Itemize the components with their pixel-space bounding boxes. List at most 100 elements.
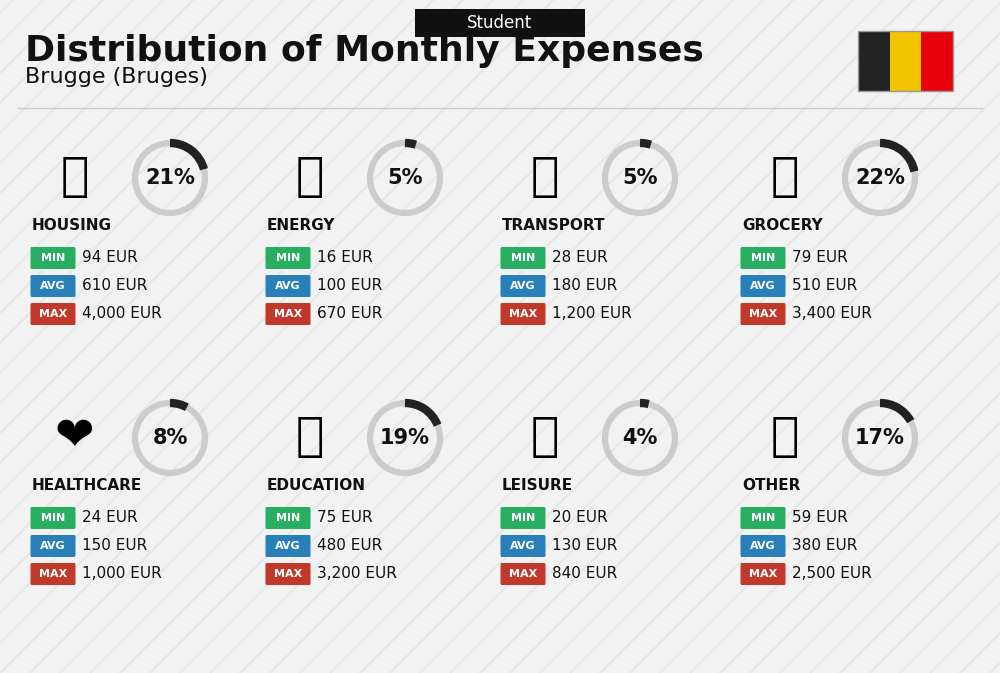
FancyBboxPatch shape — [740, 303, 786, 325]
Text: 610 EUR: 610 EUR — [82, 279, 147, 293]
FancyBboxPatch shape — [30, 563, 76, 585]
Text: MAX: MAX — [509, 569, 537, 579]
Text: AVG: AVG — [275, 281, 301, 291]
Text: 3,400 EUR: 3,400 EUR — [792, 306, 872, 322]
Text: 3,200 EUR: 3,200 EUR — [317, 567, 397, 581]
FancyBboxPatch shape — [501, 507, 546, 529]
FancyBboxPatch shape — [501, 535, 546, 557]
Text: 1,000 EUR: 1,000 EUR — [82, 567, 162, 581]
Text: 🏢: 🏢 — [61, 155, 89, 201]
Text: MAX: MAX — [39, 569, 67, 579]
Text: 510 EUR: 510 EUR — [792, 279, 857, 293]
Text: 180 EUR: 180 EUR — [552, 279, 617, 293]
FancyBboxPatch shape — [30, 303, 76, 325]
Text: 24 EUR: 24 EUR — [82, 511, 138, 526]
Text: TRANSPORT: TRANSPORT — [502, 217, 606, 232]
Text: 1,200 EUR: 1,200 EUR — [552, 306, 632, 322]
FancyBboxPatch shape — [266, 535, 310, 557]
Text: HEALTHCARE: HEALTHCARE — [32, 478, 142, 493]
Text: 20 EUR: 20 EUR — [552, 511, 608, 526]
Text: 🚌: 🚌 — [531, 155, 559, 201]
Text: AVG: AVG — [750, 541, 776, 551]
FancyBboxPatch shape — [501, 563, 546, 585]
Text: MIN: MIN — [276, 513, 300, 523]
Text: 100 EUR: 100 EUR — [317, 279, 382, 293]
FancyBboxPatch shape — [740, 535, 786, 557]
Text: AVG: AVG — [275, 541, 301, 551]
Text: AVG: AVG — [750, 281, 776, 291]
Text: 16 EUR: 16 EUR — [317, 250, 373, 266]
FancyBboxPatch shape — [30, 275, 76, 297]
Text: 670 EUR: 670 EUR — [317, 306, 382, 322]
Text: ENERGY: ENERGY — [267, 217, 336, 232]
FancyBboxPatch shape — [266, 507, 310, 529]
Text: 59 EUR: 59 EUR — [792, 511, 848, 526]
Text: Distribution of Monthly Expenses: Distribution of Monthly Expenses — [25, 34, 704, 68]
FancyBboxPatch shape — [266, 563, 310, 585]
Text: 17%: 17% — [855, 428, 905, 448]
Text: 840 EUR: 840 EUR — [552, 567, 617, 581]
Text: 2,500 EUR: 2,500 EUR — [792, 567, 872, 581]
FancyBboxPatch shape — [415, 9, 585, 37]
FancyBboxPatch shape — [740, 275, 786, 297]
FancyBboxPatch shape — [266, 303, 310, 325]
Text: 22%: 22% — [855, 168, 905, 188]
Text: MIN: MIN — [276, 253, 300, 263]
Text: 480 EUR: 480 EUR — [317, 538, 382, 553]
Text: LEISURE: LEISURE — [502, 478, 573, 493]
FancyBboxPatch shape — [858, 31, 890, 91]
Text: AVG: AVG — [510, 281, 536, 291]
Text: 4,000 EUR: 4,000 EUR — [82, 306, 162, 322]
FancyBboxPatch shape — [266, 247, 310, 269]
FancyBboxPatch shape — [740, 247, 786, 269]
FancyBboxPatch shape — [740, 507, 786, 529]
FancyBboxPatch shape — [740, 563, 786, 585]
FancyBboxPatch shape — [921, 31, 953, 91]
FancyBboxPatch shape — [501, 275, 546, 297]
Text: 🛒: 🛒 — [771, 155, 799, 201]
Text: HOUSING: HOUSING — [32, 217, 112, 232]
Text: AVG: AVG — [40, 541, 66, 551]
Text: 4%: 4% — [622, 428, 658, 448]
Text: 🎓: 🎓 — [296, 415, 324, 460]
Text: 75 EUR: 75 EUR — [317, 511, 373, 526]
Text: Brugge (Bruges): Brugge (Bruges) — [25, 67, 208, 87]
Text: 🛍️: 🛍️ — [531, 415, 559, 460]
Text: 8%: 8% — [152, 428, 188, 448]
Text: MIN: MIN — [751, 253, 775, 263]
FancyBboxPatch shape — [501, 247, 546, 269]
Text: 💰: 💰 — [771, 415, 799, 460]
Text: ❤️: ❤️ — [55, 415, 95, 460]
FancyBboxPatch shape — [30, 507, 76, 529]
Text: MAX: MAX — [749, 309, 777, 319]
Text: 94 EUR: 94 EUR — [82, 250, 138, 266]
Text: MAX: MAX — [274, 309, 302, 319]
Text: Student: Student — [467, 14, 533, 32]
FancyBboxPatch shape — [890, 31, 921, 91]
Text: GROCERY: GROCERY — [742, 217, 823, 232]
Text: MIN: MIN — [751, 513, 775, 523]
Text: 380 EUR: 380 EUR — [792, 538, 857, 553]
Text: MAX: MAX — [39, 309, 67, 319]
Text: AVG: AVG — [40, 281, 66, 291]
Text: MIN: MIN — [511, 253, 535, 263]
Text: AVG: AVG — [510, 541, 536, 551]
FancyBboxPatch shape — [30, 247, 76, 269]
Text: 19%: 19% — [380, 428, 430, 448]
Text: MIN: MIN — [41, 513, 65, 523]
Text: 🏠: 🏠 — [296, 155, 324, 201]
FancyBboxPatch shape — [501, 303, 546, 325]
Text: OTHER: OTHER — [742, 478, 800, 493]
Text: 130 EUR: 130 EUR — [552, 538, 617, 553]
Text: MAX: MAX — [749, 569, 777, 579]
Text: 5%: 5% — [622, 168, 658, 188]
FancyBboxPatch shape — [30, 535, 76, 557]
Text: 28 EUR: 28 EUR — [552, 250, 608, 266]
Text: MAX: MAX — [274, 569, 302, 579]
Text: 79 EUR: 79 EUR — [792, 250, 848, 266]
Text: MIN: MIN — [41, 253, 65, 263]
Text: MAX: MAX — [509, 309, 537, 319]
FancyBboxPatch shape — [266, 275, 310, 297]
Text: EDUCATION: EDUCATION — [267, 478, 366, 493]
Text: 150 EUR: 150 EUR — [82, 538, 147, 553]
